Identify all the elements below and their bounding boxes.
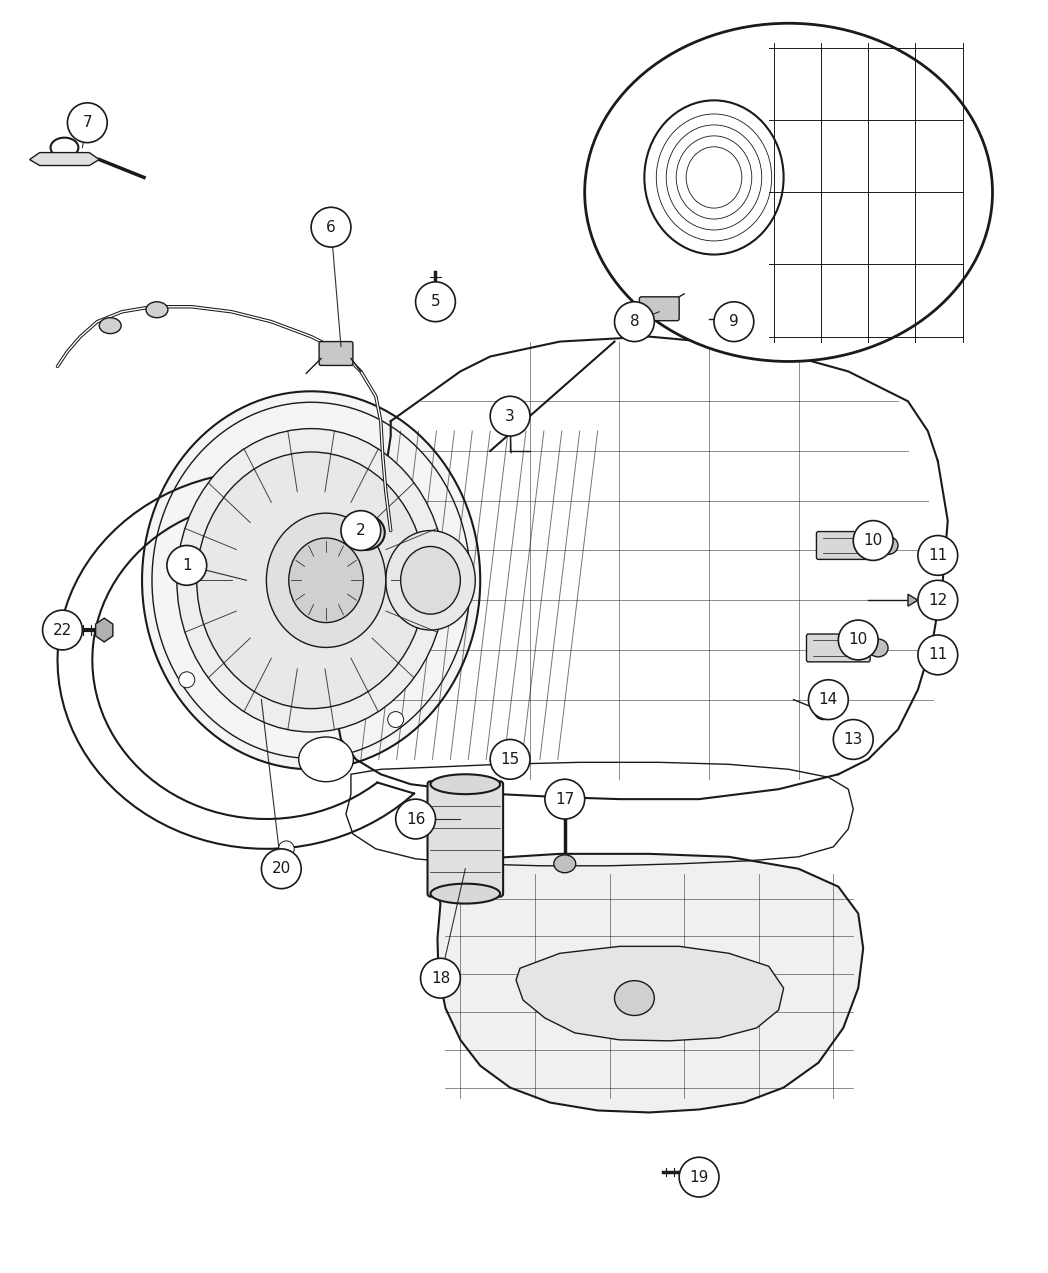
Ellipse shape xyxy=(177,429,445,732)
Circle shape xyxy=(388,712,403,727)
Text: 6: 6 xyxy=(326,220,336,234)
Circle shape xyxy=(838,620,878,659)
Text: 14: 14 xyxy=(818,693,838,708)
Circle shape xyxy=(918,536,958,575)
Text: 18: 18 xyxy=(431,971,450,985)
Circle shape xyxy=(490,396,530,437)
Circle shape xyxy=(416,281,456,322)
Circle shape xyxy=(614,302,654,341)
Text: 20: 20 xyxy=(271,862,291,876)
Ellipse shape xyxy=(266,513,386,648)
Ellipse shape xyxy=(146,302,168,318)
Circle shape xyxy=(396,799,436,839)
FancyBboxPatch shape xyxy=(639,297,679,321)
Ellipse shape xyxy=(868,639,888,657)
Ellipse shape xyxy=(614,980,654,1016)
Ellipse shape xyxy=(814,704,832,719)
FancyBboxPatch shape xyxy=(319,341,353,365)
Circle shape xyxy=(167,546,206,586)
Circle shape xyxy=(67,103,107,143)
Text: 3: 3 xyxy=(505,409,515,424)
Ellipse shape xyxy=(553,855,575,873)
Circle shape xyxy=(918,580,958,620)
Ellipse shape xyxy=(585,23,992,362)
Ellipse shape xyxy=(355,523,377,542)
Ellipse shape xyxy=(400,546,460,614)
Circle shape xyxy=(545,779,585,819)
Text: 11: 11 xyxy=(929,547,947,563)
Ellipse shape xyxy=(431,774,500,794)
Circle shape xyxy=(341,510,380,550)
Ellipse shape xyxy=(197,452,425,709)
Polygon shape xyxy=(908,594,918,606)
Polygon shape xyxy=(95,619,113,642)
Text: 8: 8 xyxy=(630,314,639,330)
Text: 7: 7 xyxy=(83,116,92,130)
Polygon shape xyxy=(686,1160,703,1184)
Text: 15: 15 xyxy=(501,752,520,766)
Ellipse shape xyxy=(431,883,500,904)
Polygon shape xyxy=(29,153,100,165)
Circle shape xyxy=(853,521,893,560)
Text: 10: 10 xyxy=(864,533,882,547)
Ellipse shape xyxy=(878,536,898,555)
Circle shape xyxy=(279,841,294,857)
Circle shape xyxy=(179,672,195,687)
Text: 13: 13 xyxy=(844,732,863,747)
Polygon shape xyxy=(516,946,784,1041)
Circle shape xyxy=(679,1157,719,1197)
FancyBboxPatch shape xyxy=(428,782,503,896)
Ellipse shape xyxy=(386,531,475,630)
Ellipse shape xyxy=(299,737,353,782)
Circle shape xyxy=(833,719,873,760)
Text: 17: 17 xyxy=(555,792,574,807)
Circle shape xyxy=(808,680,848,719)
Text: 19: 19 xyxy=(690,1170,708,1185)
Text: 5: 5 xyxy=(431,294,440,309)
Ellipse shape xyxy=(504,754,516,765)
Circle shape xyxy=(714,302,754,341)
Circle shape xyxy=(261,849,301,889)
Ellipse shape xyxy=(100,318,122,334)
Text: 9: 9 xyxy=(729,314,739,330)
Circle shape xyxy=(918,635,958,675)
Ellipse shape xyxy=(347,516,385,550)
Circle shape xyxy=(311,207,351,247)
Ellipse shape xyxy=(730,312,747,326)
Text: 12: 12 xyxy=(929,593,947,607)
Text: 2: 2 xyxy=(356,523,366,538)
Circle shape xyxy=(279,552,294,568)
Text: 22: 22 xyxy=(52,622,72,638)
Text: 10: 10 xyxy=(849,633,868,648)
Circle shape xyxy=(420,959,460,998)
Ellipse shape xyxy=(499,750,521,769)
Ellipse shape xyxy=(289,538,364,622)
Circle shape xyxy=(490,740,530,779)
Ellipse shape xyxy=(143,391,480,769)
FancyBboxPatch shape xyxy=(807,634,870,662)
Polygon shape xyxy=(431,854,864,1113)
Circle shape xyxy=(43,610,83,651)
FancyBboxPatch shape xyxy=(816,532,880,559)
Text: 1: 1 xyxy=(182,558,192,573)
Text: 16: 16 xyxy=(406,811,425,826)
Text: 11: 11 xyxy=(929,648,947,662)
Ellipse shape xyxy=(50,137,79,158)
